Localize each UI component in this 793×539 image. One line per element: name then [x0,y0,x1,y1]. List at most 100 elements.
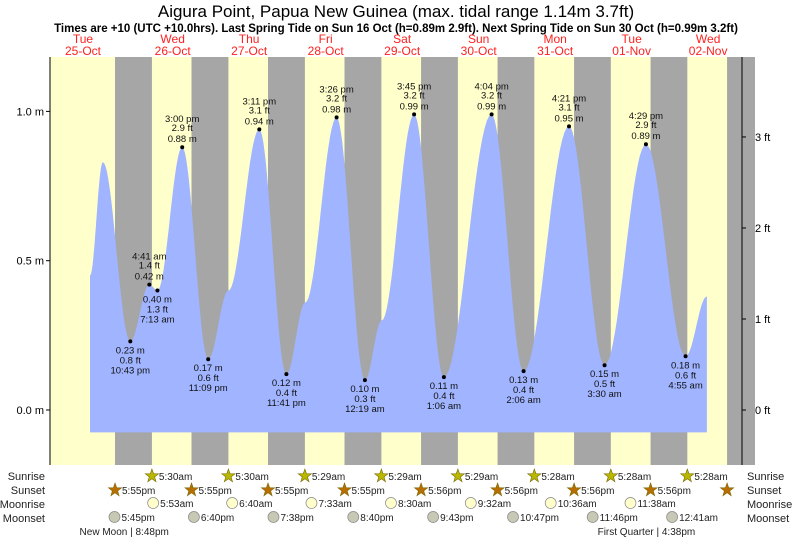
high-tide-point [643,142,648,147]
moonrise-icon [464,497,477,509]
tide-m-label: 0.89 m [631,131,660,142]
tide-m-label: 0.99 m [400,101,429,112]
sunrise-icon [603,468,619,483]
moonset-icon [267,511,280,523]
right-tick-label: 1 ft [755,314,770,326]
day-label-dow: Thu [239,32,260,46]
tide-ft-label: 0.8 ft [120,355,141,366]
moonset-icon [347,511,360,523]
moonset-icon [427,511,439,523]
night-band [727,57,742,465]
chart-subtitle: Times are +10 (UTC +10.0hrs). Last Sprin… [54,23,738,35]
moonrise-icon [305,497,318,509]
tide-m-label: 0.99 m [477,101,506,112]
moon-phase-label: First Quarter | 4:38pm [598,527,696,538]
day-label-dow: Sun [468,32,489,46]
high-tide-point [412,112,417,117]
tide-time-label: 3:30 am [587,389,621,400]
day-label-dow: Mon [543,32,566,46]
tide-time-label: 4:21 pm [552,93,586,104]
sunset-label-right: Sunset [747,485,781,497]
tide-time-label: 1:06 am [427,401,461,412]
moonset-time: 5:45pm [121,513,154,524]
moonrise-icon [624,497,637,509]
sunrise-icon [373,468,389,483]
tide-ft-label: 3.2 ft [326,93,347,104]
low-tide-point [602,363,607,368]
day-labels: Tue25-OctWed26-OctThu27-OctFri28-OctSat2… [65,32,728,58]
tide-ft-label: 1.4 ft [139,261,160,272]
tide-time-label: 11:41 pm [267,398,306,409]
low-tide-point [128,339,133,344]
tide-ft-label: 0.4 ft [276,388,297,399]
moonset-icon [188,511,200,523]
high-tide-point [257,127,262,132]
tide-area [90,114,707,433]
low-tide-point [362,378,367,383]
tide-time-label: 4:29 pm [629,111,663,122]
chart-title: Aigura Point, Papua New Guinea (max. tid… [158,2,634,21]
low-tide-point [521,369,526,374]
day-label-date: 26-Oct [155,44,192,58]
moonrise-label-left: Moonrise [0,499,45,511]
sunset-icon [643,482,659,497]
right-tick-label: 0 ft [755,405,770,417]
moonset-time: 7:38pm [280,513,313,524]
tide-m-label: 0.98 m [322,104,351,115]
astro-rows: Sunrise Sunset Moonrise Moonset Sunrise … [0,471,792,525]
tide-m-label: 0.11 m [430,381,458,392]
tide-ft-label: 3.1 ft [249,105,270,116]
tide-time-label: 7:13 am [140,315,174,326]
day-label-dow: Wed [696,32,720,46]
moonset-time: 6:40pm [201,513,234,524]
tide-ft-label: 1.3 ft [147,305,168,316]
moonrise-icon [147,497,160,509]
tide-m-label: 0.18 m [671,360,700,371]
sunset-icon [184,482,200,497]
sunset-time: 5:55pm [275,486,308,497]
moonrise-time: 11:38am [637,499,675,510]
moonrise-time: 8:30am [398,499,431,510]
day-label-date: 29-Oct [384,44,421,58]
day-label-dow: Fri [319,32,333,46]
sunrise-time: 5:29am [312,472,345,483]
sunrise-time: 5:28am [618,472,651,483]
sunset-time: 5:55pm [122,486,155,497]
moonset-icon [108,511,121,523]
moonset-label-right: Moonset [747,513,789,525]
day-label-date: 25-Oct [65,44,102,58]
sunrise-time: 5:28am [541,472,574,483]
tide-time-label: 2:06 am [506,395,540,406]
tide-ft-label: 3.2 ft [404,90,425,101]
moonset-time: 10:47pm [520,513,559,524]
moonset-icon [586,511,599,523]
tide-time-label: 3:00 pm [165,114,199,125]
tide-ft-label: 0.5 ft [594,379,615,390]
low-tide-point [155,288,160,293]
sunset-time: 5:55pm [352,486,385,497]
day-label-date: 28-Oct [308,44,345,58]
tide-m-label: 0.15 m [590,369,619,380]
sunrise-icon [679,468,695,483]
sunset-time: 5:56pm [581,486,614,497]
high-tide-point [180,145,185,150]
sunrise-label-right: Sunrise [747,471,784,483]
sunrise-icon [450,468,466,483]
left-tick-label: 1.0 m [16,106,44,118]
tide-ft-label: 0.6 ft [675,370,696,381]
tide-time-label: 3:26 pm [319,84,353,95]
tide-m-label: 0.13 m [509,375,538,386]
moonset-time: 9:43pm [440,513,473,524]
tide-m-label: 0.23 m [116,345,145,356]
moonrise-icon [385,497,397,509]
moonset-time: 11:46pm [600,513,638,524]
tide-ft-label: 3.2 ft [481,90,502,101]
moonset-icon [666,511,678,523]
sunset-label-left: Sunset [11,485,45,497]
astro-events: 5:30am 5:30am 5:29am 5:29am 5:29am 5:28am 5:28… [80,468,735,538]
tide-time-label: 3:11 pm [242,96,276,107]
tide-m-label: 0.88 m [168,134,197,145]
tide-time-label: 4:55 am [668,380,702,391]
moonrise-time: 10:36am [558,499,597,510]
